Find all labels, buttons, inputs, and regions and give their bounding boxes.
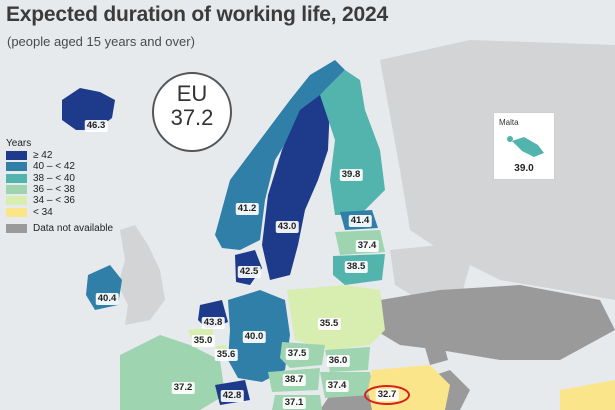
value-label-czechia: 37.5 [285, 348, 309, 360]
legend-swatch [6, 223, 27, 233]
country-sweden [262, 95, 330, 280]
value-label-denmark: 42.5 [237, 266, 261, 278]
malta-shape [507, 136, 544, 157]
legend: Years ≥ 42 40 – < 42 38 – < 40 36 – < 38… [6, 138, 113, 234]
value-label-belgium: 35.0 [191, 335, 215, 347]
eu-value: 37.2 [170, 105, 214, 130]
country-southeast [560, 380, 615, 410]
value-label-norway: 41.2 [235, 203, 259, 215]
legend-item: 40 – < 42 [6, 161, 113, 172]
legend-swatch [6, 196, 27, 206]
great-britain [118, 225, 165, 325]
value-label-iceland: 46.3 [84, 120, 108, 132]
value-label-hungary: 37.4 [325, 380, 349, 392]
value-label-slovakia: 36.0 [326, 355, 350, 367]
value-label-germany: 40.0 [242, 331, 266, 343]
value-label-ireland: 40.4 [95, 293, 119, 305]
inset-value: 39.0 [514, 163, 534, 174]
legend-swatch [6, 151, 27, 161]
value-label-sweden: 43.0 [275, 221, 299, 233]
eu-label: EU [176, 81, 208, 106]
legend-title: Years [6, 138, 32, 149]
value-label-lithuania: 38.5 [344, 261, 368, 273]
legend-swatch [6, 173, 27, 183]
country-norway [215, 60, 345, 250]
eu-average-badge: EU 37.2 [152, 72, 232, 152]
map-subtitle: (people aged 15 years and over) [7, 34, 195, 49]
country-poland [287, 285, 385, 350]
value-label-estonia: 41.4 [348, 215, 372, 227]
belarus-region [390, 245, 470, 300]
moldova [420, 330, 448, 365]
malta-inset: Malta 39.0 [493, 112, 555, 180]
legend-label: 40 – < 42 [33, 161, 75, 173]
inset-name: Malta [499, 118, 519, 127]
legend-item: 34 – < 36 [6, 195, 113, 206]
legend-item: ≥ 42 [6, 150, 113, 161]
value-label-poland: 35.5 [317, 318, 341, 330]
legend-item-na: Data not available [6, 223, 113, 234]
legend-label: ≥ 42 [33, 150, 53, 162]
value-label-latvia: 37.4 [355, 240, 379, 252]
legend-item: 38 – < 40 [6, 173, 113, 184]
legend-swatch [6, 207, 27, 217]
value-label-netherlands: 43.8 [201, 317, 225, 329]
legend-label: 36 – < 38 [33, 184, 75, 196]
legend-item: < 34 [6, 206, 113, 218]
value-label-switzerland: 42.8 [220, 390, 244, 402]
legend-label: 38 – < 40 [33, 172, 75, 184]
legend-label: Data not available [33, 222, 114, 234]
legend-item: 36 – < 38 [6, 184, 113, 195]
value-label-slovenia: 37.1 [282, 397, 306, 409]
country-iceland [62, 88, 115, 130]
highlight-circle-romania [364, 385, 410, 405]
value-label-luxembourg: 35.6 [214, 349, 238, 361]
value-label-austria: 38.7 [282, 374, 306, 386]
value-label-finland: 39.8 [339, 169, 363, 181]
map-title: Expected duration of working life, 2024 [6, 3, 388, 26]
country-finland [320, 70, 385, 215]
legend-swatch [6, 185, 27, 195]
country-france [120, 335, 225, 410]
legend-label: < 34 [33, 206, 53, 218]
value-label-france: 37.2 [171, 382, 195, 394]
legend-label: 34 – < 36 [33, 195, 75, 207]
legend-swatch [6, 162, 27, 172]
